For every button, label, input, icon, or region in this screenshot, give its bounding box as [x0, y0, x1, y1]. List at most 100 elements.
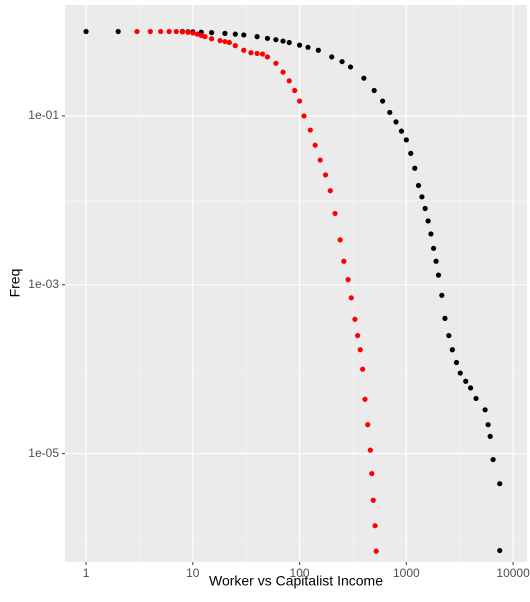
y-axis-title: Freq [7, 269, 23, 298]
point [209, 36, 215, 42]
point [259, 51, 266, 57]
point [115, 28, 121, 35]
point [446, 332, 452, 339]
point [241, 47, 247, 53]
point [371, 87, 377, 94]
x-axis-title: Worker vs Capitalist Income [209, 573, 383, 589]
x-tick-label: 10 [186, 566, 200, 580]
point [393, 119, 399, 125]
point [497, 481, 503, 487]
point [280, 69, 286, 75]
point [185, 29, 191, 35]
x-tick-label: 1 [83, 566, 90, 580]
point [217, 38, 223, 44]
point [347, 64, 354, 70]
point [173, 28, 179, 35]
x-tick-label: 10000 [496, 566, 530, 580]
point [222, 38, 228, 45]
point [453, 359, 460, 366]
point [345, 277, 351, 283]
point [226, 39, 232, 46]
point [348, 295, 354, 301]
point [241, 32, 247, 38]
point [398, 128, 405, 134]
point [317, 157, 323, 163]
point [254, 34, 260, 40]
point [292, 87, 298, 94]
point [387, 109, 393, 116]
point [194, 31, 200, 37]
point [312, 142, 318, 148]
point [232, 31, 238, 37]
point [422, 205, 428, 212]
x-tick-label: 100 [290, 566, 310, 580]
point [380, 98, 386, 104]
point [158, 28, 164, 35]
point [327, 188, 333, 194]
point [280, 38, 286, 44]
point [442, 315, 448, 321]
point [372, 523, 378, 529]
point [355, 332, 361, 339]
point [365, 422, 371, 428]
point [286, 78, 292, 84]
x-tick-label: 1000 [393, 566, 420, 580]
point [134, 28, 140, 35]
point [463, 378, 469, 384]
point [264, 54, 271, 60]
y-tick-label: 1e-01 [28, 108, 59, 122]
point [190, 30, 196, 36]
point [430, 245, 437, 251]
point [332, 210, 338, 217]
point [415, 182, 422, 189]
point [357, 347, 363, 353]
point [286, 39, 292, 46]
point [329, 54, 335, 60]
point [419, 194, 425, 200]
point [425, 218, 431, 224]
point [179, 29, 186, 35]
point [301, 113, 307, 119]
panel [65, 5, 527, 562]
point [408, 150, 414, 156]
point [497, 547, 503, 554]
point [367, 447, 373, 453]
point [307, 127, 313, 133]
point [490, 456, 496, 463]
point [403, 137, 409, 143]
point [339, 58, 345, 65]
point [362, 396, 368, 402]
point [473, 395, 479, 402]
point [296, 98, 303, 104]
point [361, 75, 367, 81]
point [248, 50, 254, 56]
point [457, 370, 463, 376]
y-tick-label: 1e-05 [28, 446, 59, 460]
point [209, 30, 215, 36]
point [341, 258, 347, 264]
point [337, 237, 343, 243]
point [487, 433, 493, 439]
point [439, 292, 445, 298]
point [147, 28, 153, 35]
point [83, 28, 89, 35]
point [296, 42, 303, 48]
point [370, 497, 376, 503]
point [232, 43, 238, 49]
point [468, 385, 474, 391]
point [485, 422, 491, 428]
point [264, 35, 271, 41]
point [360, 366, 366, 372]
point [482, 407, 488, 413]
point [352, 316, 358, 322]
point [273, 60, 279, 66]
point [412, 165, 418, 171]
point [435, 272, 442, 278]
point [428, 231, 434, 237]
point [273, 37, 279, 43]
point [322, 172, 329, 178]
point [433, 258, 439, 264]
point [369, 470, 375, 477]
point [166, 28, 172, 35]
